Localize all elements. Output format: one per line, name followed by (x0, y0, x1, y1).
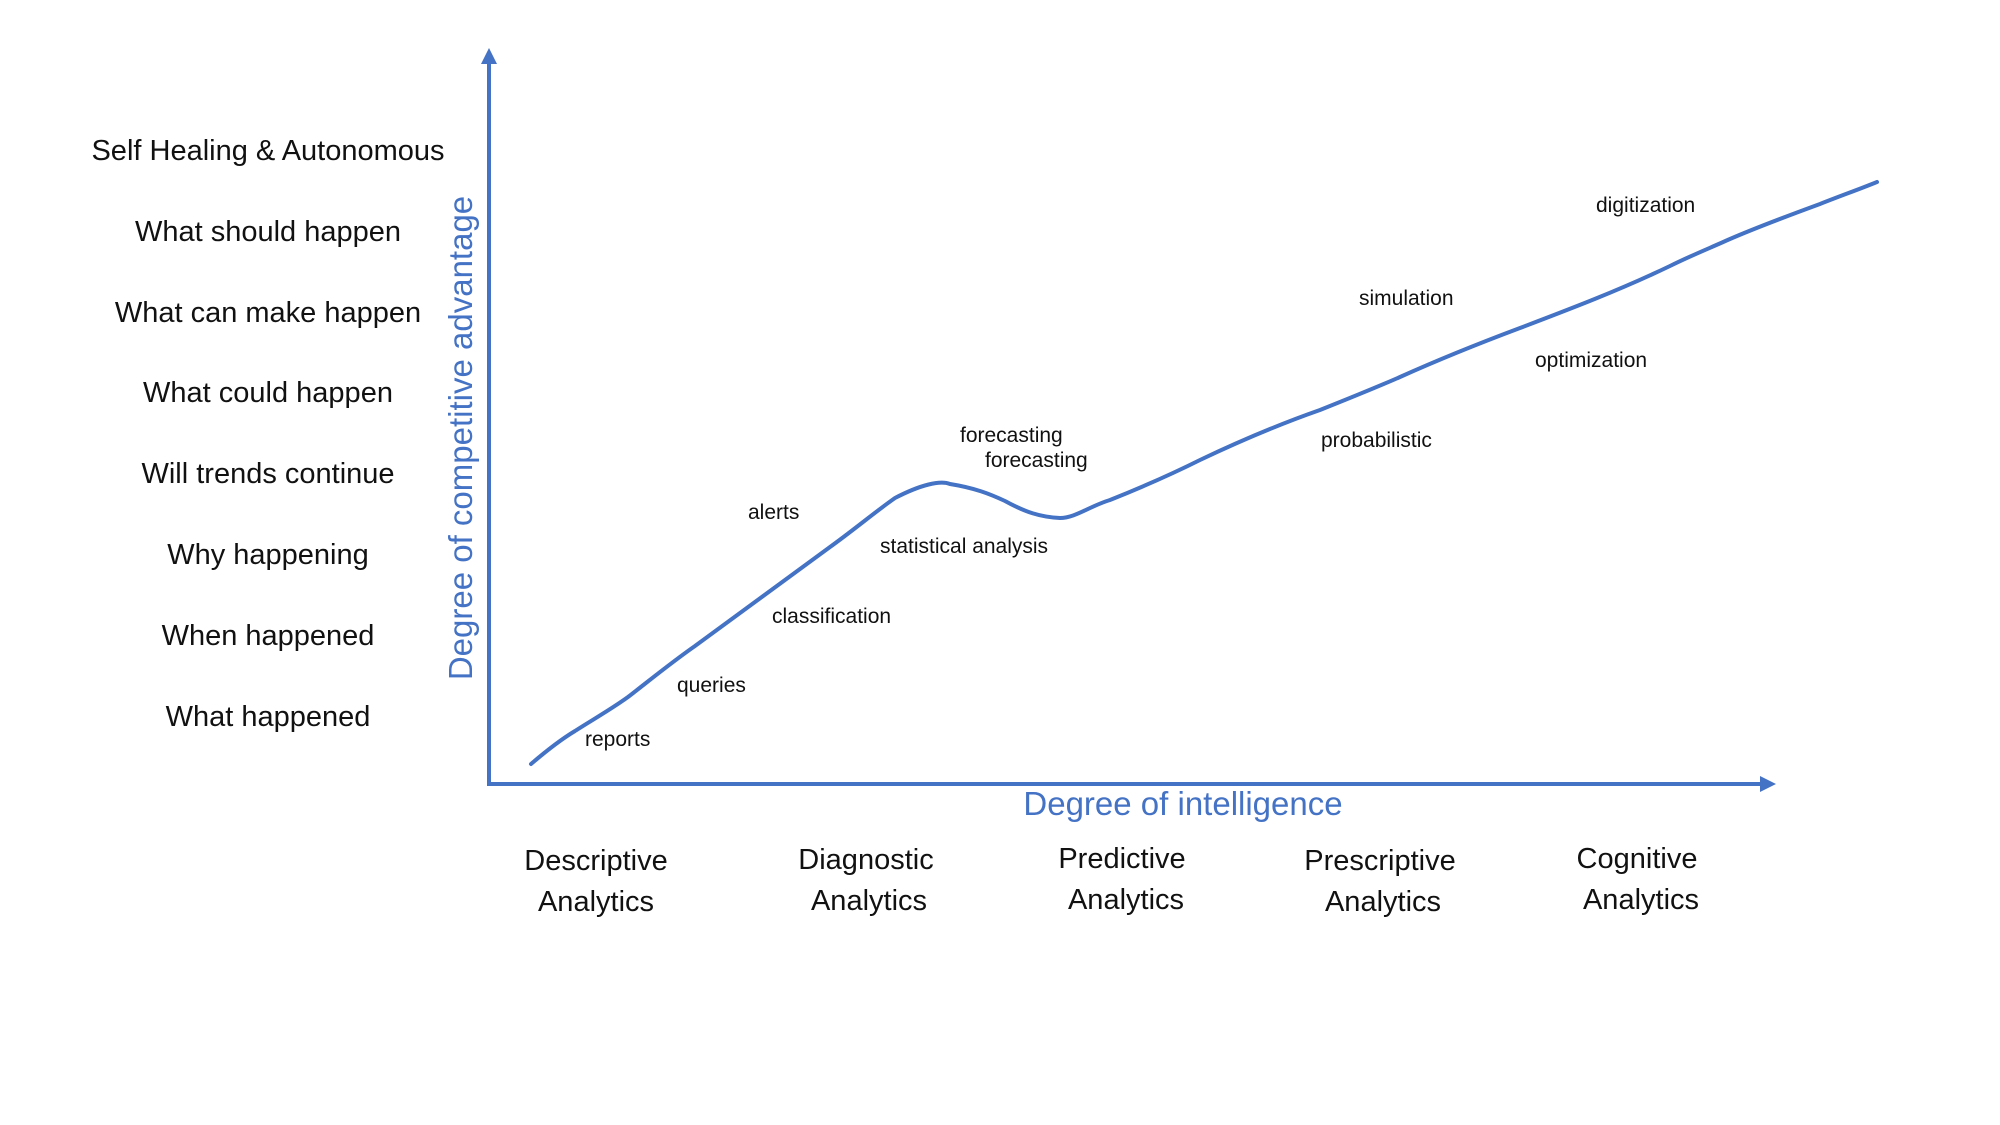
analytics-stages: Descriptive Analytics Diagnostic Analyti… (524, 843, 1699, 918)
curve-annotations: reports queries classification alerts st… (585, 194, 1695, 751)
stage-cognitive: Cognitive Analytics (1577, 843, 1699, 916)
annotation-optimization: optimization (1535, 349, 1647, 372)
stage-predictive-line2: Analytics (1068, 884, 1184, 916)
question-label-autonomous: Self Healing & Autonomous (91, 135, 444, 167)
stage-diagnostic-line1: Diagnostic (798, 844, 933, 876)
capability-curve (529, 180, 1879, 766)
question-label-can-make-happen: What can make happen (115, 297, 421, 329)
stage-predictive: Predictive Analytics (1058, 843, 1185, 916)
annotation-alerts: alerts (748, 501, 799, 524)
annotation-simulation: simulation (1359, 287, 1454, 310)
stage-descriptive-line2: Analytics (538, 886, 654, 918)
stage-diagnostic-line2: Analytics (811, 885, 927, 917)
question-label-why-happening: Why happening (167, 539, 369, 571)
annotation-classification: classification (772, 605, 891, 628)
annotation-queries: queries (677, 674, 746, 697)
stage-predictive-line1: Predictive (1058, 843, 1185, 875)
annotation-statistical-analysis: statistical analysis (880, 535, 1048, 558)
annotation-probabilistic: probabilistic (1321, 429, 1432, 452)
question-label-what-happened: What happened (166, 701, 371, 733)
stage-descriptive: Descriptive Analytics (524, 845, 667, 918)
stage-diagnostic: Diagnostic Analytics (798, 844, 933, 917)
question-label-when-happened: When happened (162, 620, 375, 652)
stage-cognitive-line2: Analytics (1583, 884, 1699, 916)
axes (487, 58, 1762, 786)
annotation-digitization: digitization (1596, 194, 1695, 217)
stage-prescriptive-line1: Prescriptive (1304, 845, 1456, 877)
stage-descriptive-line1: Descriptive (524, 845, 667, 877)
stage-prescriptive: Prescriptive Analytics (1304, 845, 1456, 918)
y-axis-arrowhead (481, 48, 497, 64)
stage-prescriptive-line2: Analytics (1325, 886, 1441, 918)
question-label-trends-continue: Will trends continue (141, 458, 394, 490)
question-labels: Self Healing & Autonomous What should ha… (91, 135, 444, 733)
x-axis-arrowhead (1760, 776, 1776, 792)
x-axis-title: Degree of intelligence (1023, 785, 1342, 822)
question-label-could-happen: What could happen (143, 377, 393, 409)
annotation-forecasting-lower: forecasting (985, 449, 1088, 472)
stage-cognitive-line1: Cognitive (1577, 843, 1698, 875)
annotation-forecasting-upper: forecasting (960, 424, 1063, 447)
y-axis-title: Degree of competitive advantage (442, 196, 479, 680)
annotation-reports: reports (585, 728, 650, 751)
question-label-should-happen: What should happen (135, 216, 401, 248)
